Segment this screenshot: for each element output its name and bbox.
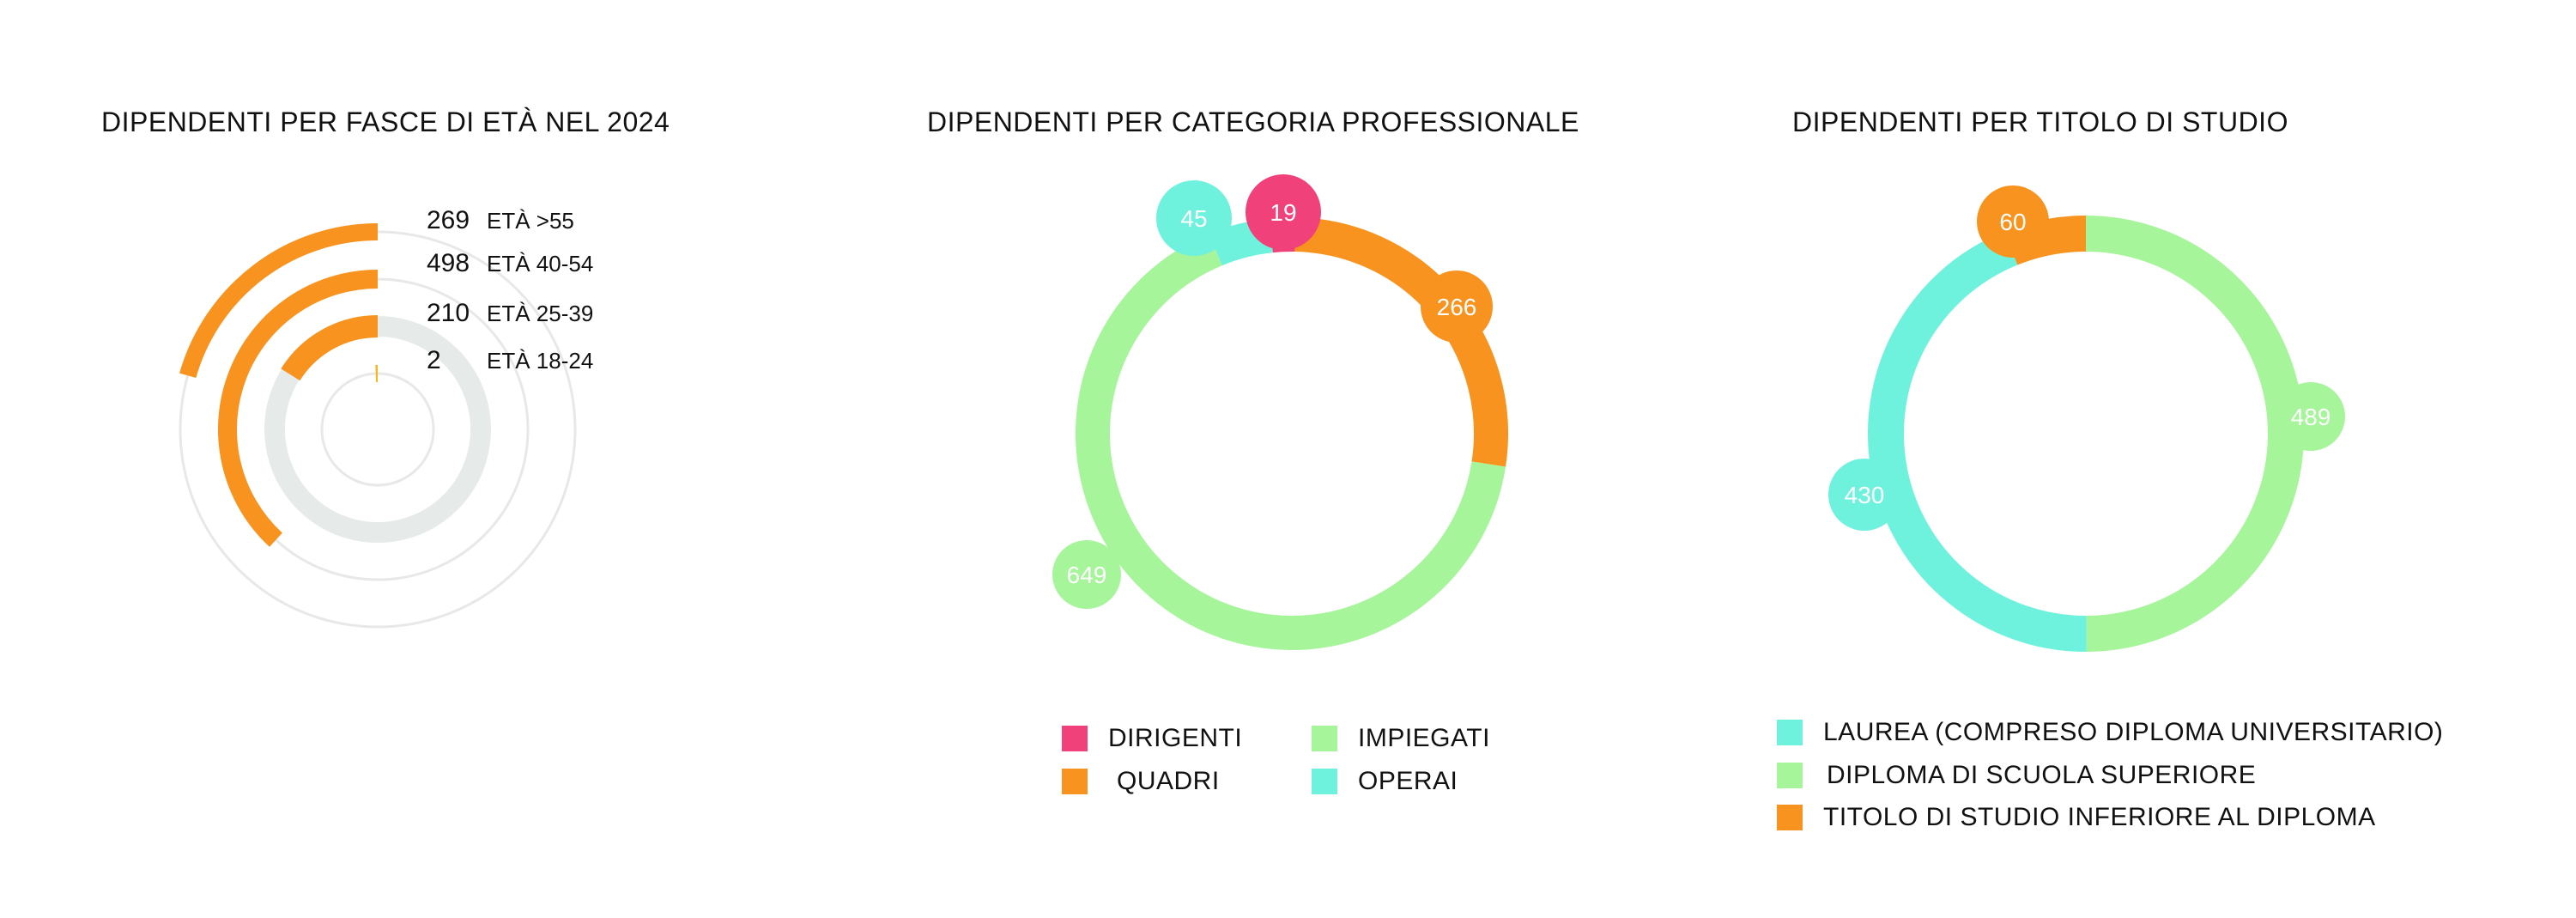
education-bubble xyxy=(1977,185,2049,258)
legend-swatch xyxy=(1777,720,1803,745)
age-bar xyxy=(179,223,379,379)
category-value-label: 19 xyxy=(1270,199,1296,226)
age-label-row: 2 ETÀ 18-24 xyxy=(427,346,593,375)
education-slice xyxy=(2085,216,2305,652)
age-category: ETÀ 18-24 xyxy=(487,348,594,374)
category-chart-title: DIPENDENTI PER CATEGORIA PROFESSIONALE xyxy=(927,106,1579,137)
age-label-row: 498 ETÀ 40-54 xyxy=(427,249,593,278)
legend-item-operai: OPERAI xyxy=(1312,767,1458,796)
education-bubble xyxy=(2276,382,2345,451)
age-bar xyxy=(218,270,379,547)
age-category: ETÀ 40-54 xyxy=(487,251,594,277)
legend-swatch xyxy=(1062,726,1088,751)
legend-swatch xyxy=(1062,769,1088,794)
category-value-label: 649 xyxy=(1067,562,1107,588)
legend-swatch xyxy=(1312,769,1337,794)
age-bar xyxy=(281,315,379,381)
category-value-label: 266 xyxy=(1437,294,1477,320)
age-label-row: 210 ETÀ 25-39 xyxy=(427,299,593,328)
age-value: 2 xyxy=(427,346,441,374)
education-value-label: 489 xyxy=(2291,404,2331,430)
legend-label: IMPIEGATI xyxy=(1358,724,1490,752)
category-bubble xyxy=(1156,180,1232,256)
legend-item-quadri: QUADRI xyxy=(1062,767,1220,796)
legend-label: TITOLO DI STUDIO INFERIORE AL DIPLOMA xyxy=(1823,803,2376,831)
age-label-row: 269 ETÀ >55 xyxy=(427,206,574,235)
legend-item-laurea: LAUREA (COMPRESO DIPLOMA UNIVERSITARIO) xyxy=(1777,718,2443,747)
age-category: ETÀ 25-39 xyxy=(487,301,594,326)
legend-label: QUADRI xyxy=(1117,767,1220,795)
education-value-label: 60 xyxy=(1999,209,2026,235)
education-bubble xyxy=(1828,459,1900,531)
legend-item-diploma: DIPLOMA DI SCUOLA SUPERIORE xyxy=(1777,761,2256,790)
age-value: 498 xyxy=(427,249,470,277)
legend-item-inferiore: TITOLO DI STUDIO INFERIORE AL DIPLOMA xyxy=(1777,803,2376,832)
legend-label: LAUREA (COMPRESO DIPLOMA UNIVERSITARIO) xyxy=(1823,718,2444,746)
legend-label: DIPLOMA DI SCUOLA SUPERIORE xyxy=(1827,761,2257,789)
category-bubble xyxy=(1246,174,1321,250)
legend-swatch xyxy=(1777,805,1803,830)
age-chart-title: DIPENDENTI PER FASCE DI ETÀ NEL 2024 xyxy=(101,106,670,137)
category-slice xyxy=(1076,234,1506,650)
legend-item-impiegati: IMPIEGATI xyxy=(1312,724,1490,753)
legend-label: OPERAI xyxy=(1358,767,1458,795)
education-slice xyxy=(1868,231,2087,653)
age-value: 210 xyxy=(427,299,470,327)
category-bubble xyxy=(1052,540,1121,609)
education-chart-title: DIPENDENTI PER TITOLO DI STUDIO xyxy=(1792,106,2288,137)
legend-item-dirigenti: DIRIGENTI xyxy=(1062,724,1242,753)
age-value: 269 xyxy=(427,206,470,234)
education-value-label: 430 xyxy=(1845,482,1885,508)
age-category: ETÀ >55 xyxy=(487,208,574,234)
ring-track xyxy=(320,372,435,487)
legend-label: DIRIGENTI xyxy=(1108,724,1243,752)
category-value-label: 45 xyxy=(1180,205,1207,232)
legend-swatch xyxy=(1312,726,1337,751)
category-bubble xyxy=(1421,271,1493,343)
legend-swatch xyxy=(1777,763,1803,788)
category-slice xyxy=(1294,217,1508,467)
